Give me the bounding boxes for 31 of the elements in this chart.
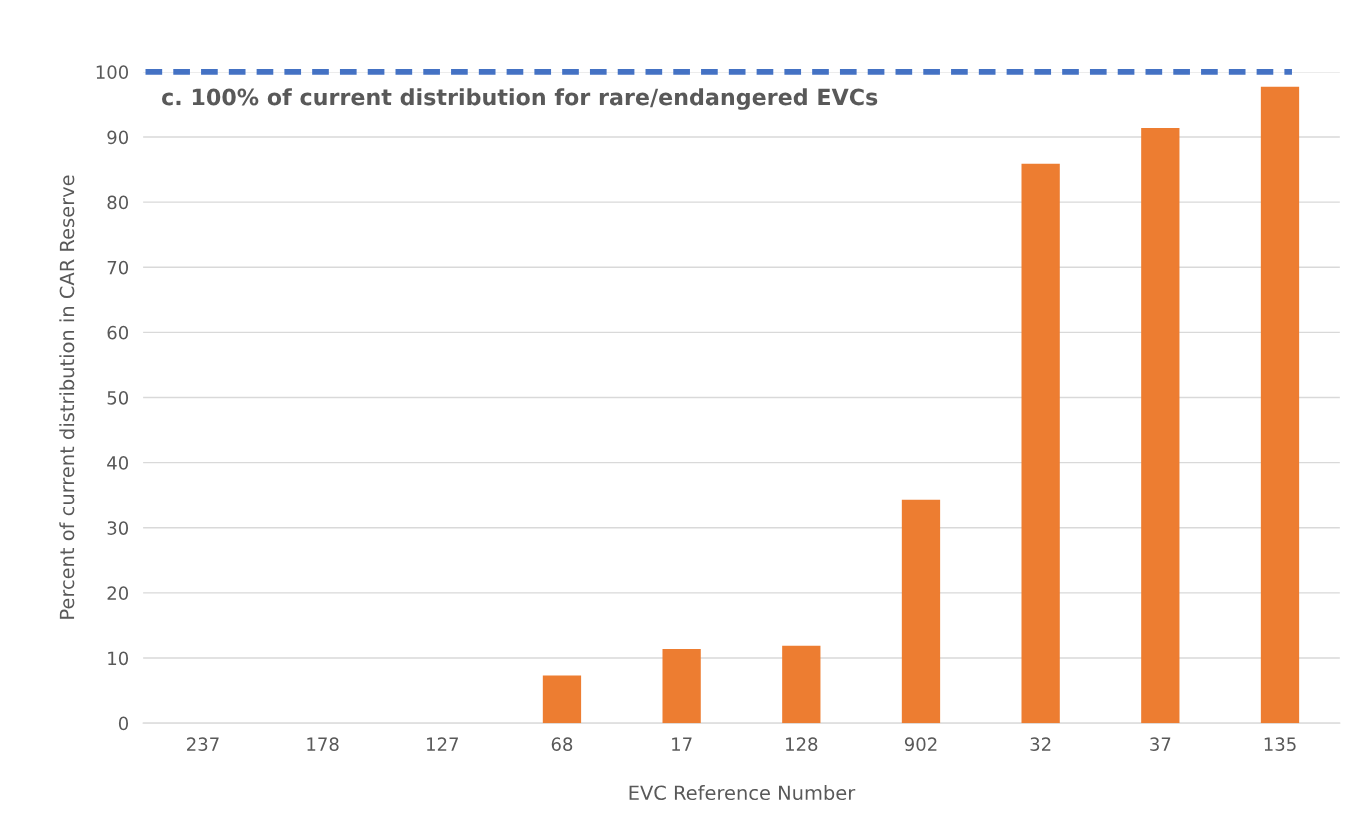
ref-line-label: c. 100% of current distribution for rare/endangered EVCs — [162, 88, 878, 110]
y-axis-title: Percent of current distribution in CAR Reserve — [59, 175, 75, 619]
x-tick-label: 902 — [904, 737, 937, 752]
x-tick-label: 128 — [786, 737, 818, 752]
bar — [542, 675, 582, 724]
y-tick-label: 0 — [118, 716, 129, 731]
x-tick-label: 68 — [551, 737, 573, 752]
bar — [782, 645, 821, 724]
y-tick-label: 30 — [107, 521, 129, 535]
y-tick-label: 70 — [107, 260, 129, 275]
y-tick-label: 90 — [107, 130, 129, 145]
x-tick-label: 237 — [187, 737, 219, 752]
y-tick-label: 20 — [107, 586, 129, 601]
bar — [1141, 127, 1180, 724]
y-tick-label: 100 — [96, 65, 129, 80]
bar — [1260, 86, 1300, 724]
y-tick-label: 40 — [107, 456, 129, 470]
y-tick-label: 60 — [107, 325, 129, 340]
x-tick-label: 135 — [1264, 737, 1296, 752]
x-tick-label: 178 — [307, 737, 339, 752]
x-tick-label: 17 — [672, 737, 692, 751]
y-tick-label: 80 — [107, 195, 129, 210]
bar — [901, 499, 941, 724]
y-tick-label: 50 — [107, 390, 129, 405]
bar — [662, 648, 701, 724]
x-tick-label: 37 — [1150, 737, 1171, 752]
x-tick-label: 32 — [1030, 737, 1051, 752]
x-axis-title: EVC Reference Number — [629, 785, 856, 801]
x-tick-label: 127 — [427, 737, 458, 751]
bar — [1021, 163, 1060, 724]
y-tick-label: 10 — [108, 651, 129, 666]
